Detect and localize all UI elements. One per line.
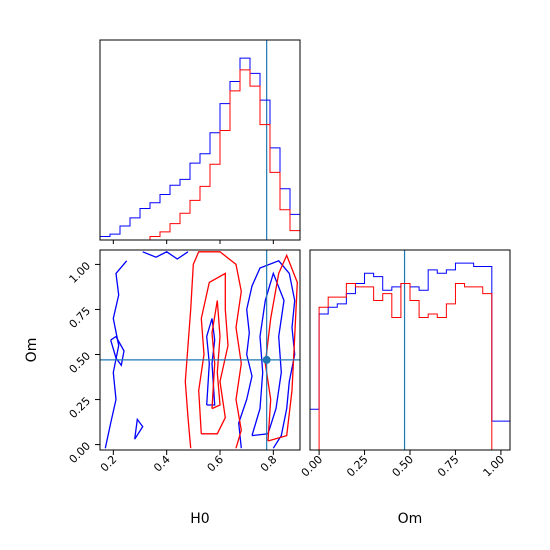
om-hist-red-step	[310, 282, 510, 451]
h0-hist-blue-step	[99, 57, 301, 240]
joint-contour-blue	[104, 260, 128, 449]
joint-truth-point	[262, 355, 271, 364]
joint-contour-blue	[110, 335, 125, 367]
joint-contour-blue	[142, 251, 189, 260]
h0-marginal-frame	[99, 39, 301, 241]
joint-contour-blue	[238, 260, 296, 449]
om-axis-label: Om	[398, 511, 423, 527]
h0-hist-red-step	[100, 69, 301, 241]
om-y-axis-label: Om	[24, 338, 40, 363]
om-histograms	[309, 250, 511, 451]
joint-contour-blue	[134, 417, 144, 440]
h0-histograms	[99, 40, 301, 241]
joint-frame	[99, 249, 301, 451]
panel-h0-marginal	[99, 39, 301, 244]
h0-marginal-ticks	[112, 240, 274, 244]
joint-contour-blue	[251, 271, 285, 437]
h0-axis-label: H0	[190, 511, 209, 527]
joint-contour-red	[211, 300, 221, 410]
joint-contour-red	[184, 251, 242, 449]
joint-contour-blue	[206, 318, 216, 406]
joint-contours	[100, 250, 300, 450]
